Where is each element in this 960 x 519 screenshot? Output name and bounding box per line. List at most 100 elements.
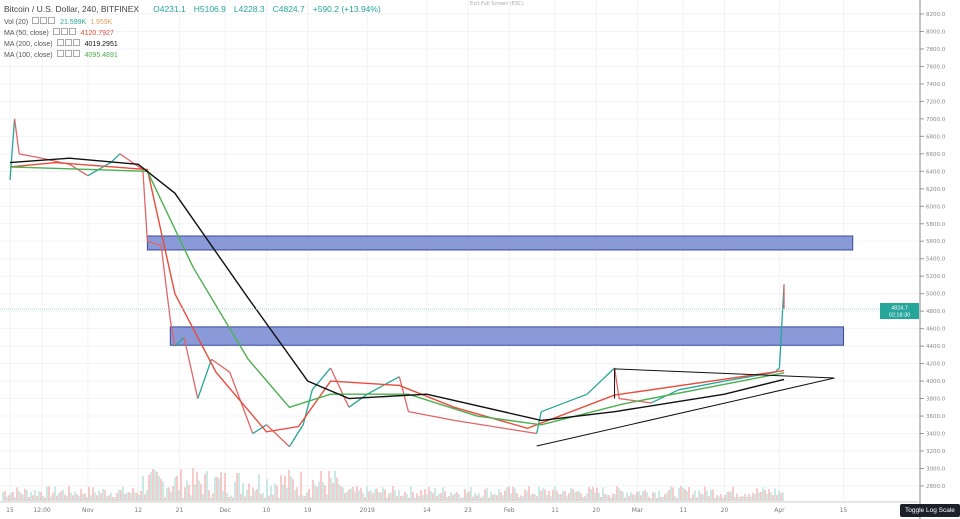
x-tick-label: 15 <box>840 507 848 514</box>
ohlc-high: H5106.9 <box>193 4 226 14</box>
triangle-drawing <box>536 368 835 447</box>
x-tick-label: Feb <box>504 507 515 514</box>
x-tick-label: 10 <box>263 507 271 514</box>
y-tick-label: 6400.0 <box>926 169 946 175</box>
ohlc-close: C4824.7 <box>272 4 305 14</box>
y-tick-label: 4200.0 <box>926 362 946 368</box>
price-candle <box>330 367 350 408</box>
x-tick-label: 19 <box>304 507 312 514</box>
indicator-label[interactable]: MA (100, close) <box>4 52 53 59</box>
indicator-toggles[interactable] <box>32 17 56 28</box>
indicator-toggles[interactable] <box>52 28 77 39</box>
ma-line <box>9 161 785 433</box>
y-tick-label: 7000.0 <box>926 117 946 123</box>
price-candle <box>19 153 43 159</box>
ma-line <box>9 157 785 422</box>
symbol-label[interactable]: Bitcoin / U.S. Dollar, 240, BITFINEX <box>4 4 140 14</box>
price-candle <box>211 358 231 373</box>
price-candle <box>183 337 199 399</box>
indicator-label[interactable]: Vol (20) <box>4 19 29 26</box>
indicator-value: 4120.7927 <box>80 30 114 37</box>
price-candle <box>266 424 290 448</box>
price-candle <box>147 240 162 247</box>
ohlc-change: +590.2 (+13.94%) <box>312 4 381 14</box>
price-candle <box>69 163 89 177</box>
y-tick-label: 5400.0 <box>926 257 946 263</box>
x-tick-label: 2019 <box>360 507 375 514</box>
y-tick-label: 5000.0 <box>926 292 946 298</box>
x-tick-label: 23 <box>464 507 472 514</box>
indicator-row: MA (200, close) 4019.2951 <box>4 39 381 50</box>
price-candle <box>586 367 616 395</box>
indicator-row: MA (50, close) 4120.7927 <box>4 28 381 39</box>
exit-fullscreen-button[interactable]: Exit Full Screen (ESC) <box>470 1 524 7</box>
y-tick-label: 4800.0 <box>926 309 946 315</box>
indicator-toggles[interactable] <box>56 50 81 61</box>
ohlc-open: O4231.1 <box>153 4 186 14</box>
zone-rectangle <box>169 326 845 346</box>
price-candle <box>13 118 20 154</box>
price-candle <box>252 424 267 435</box>
price-candle <box>9 118 16 181</box>
price-candle <box>619 397 652 404</box>
y-tick-label: 4600.0 <box>926 327 946 333</box>
x-tick-label: 12 <box>134 507 142 514</box>
x-tick-label: Mar <box>632 507 644 514</box>
indicator-label[interactable]: MA (200, close) <box>4 41 53 48</box>
x-tick-label: 15 <box>6 507 14 514</box>
x-tick-label: Apr <box>774 507 785 514</box>
price-candle <box>348 393 368 408</box>
price-candle <box>678 380 725 391</box>
x-tick-label: 11 <box>551 507 559 514</box>
y-tick-label: 6200.0 <box>926 187 946 193</box>
price-candle <box>119 153 144 171</box>
y-tick-label: 3400.0 <box>926 432 946 438</box>
indicator-value: 4019.2951 <box>84 41 118 48</box>
price-candle <box>613 367 620 399</box>
zone-rectangle <box>146 235 854 251</box>
price-candle <box>110 153 121 164</box>
y-tick-label: 3800.0 <box>926 397 946 403</box>
x-tick-label: 14 <box>423 507 431 514</box>
y-tick-label: 7600.0 <box>926 64 946 70</box>
price-candle <box>408 411 455 422</box>
indicator-row: Vol (20) 21.599K 1.959K <box>4 17 381 28</box>
indicator-list: Vol (20) 21.599K 1.959K MA (50, close) 4120.… <box>4 17 381 61</box>
y-tick-label: 5600.0 <box>926 239 946 245</box>
x-tick-label: 11 <box>679 507 687 514</box>
bar-countdown: 02:18:30 <box>889 313 910 319</box>
y-tick-label: 7400.0 <box>926 82 946 88</box>
x-tick-label: 12:00 <box>33 507 50 514</box>
x-tick-label: Nov <box>82 507 94 514</box>
y-tick-label: 7800.0 <box>926 47 946 53</box>
price-candle <box>541 393 588 413</box>
y-tick-label: 2800.0 <box>926 484 946 490</box>
price-candle <box>169 319 176 347</box>
last-price-value: 4824.7 <box>891 306 908 312</box>
y-tick-label: 5200.0 <box>926 274 946 280</box>
indicator-value: 21.599K <box>60 19 87 26</box>
symbol-row: Bitcoin / U.S. Dollar, 240, BITFINEX O42… <box>4 4 381 15</box>
toggle-log-scale-tooltip: Toggle Log Scale <box>900 504 960 517</box>
x-tick-label: Dec <box>219 507 231 514</box>
price-candle <box>311 367 332 391</box>
indicator-label[interactable]: MA (50, close) <box>4 30 49 37</box>
price-candle <box>288 424 304 447</box>
y-tick-label: 8200.0 <box>926 12 946 18</box>
y-tick-label: 4400.0 <box>926 344 946 350</box>
x-tick-label: 21 <box>176 507 184 514</box>
y-tick-label: 4000.0 <box>926 379 946 385</box>
indicator-value: 4095.4891 <box>84 52 118 59</box>
indicator-toggles[interactable] <box>56 39 81 50</box>
ma-line <box>9 166 785 426</box>
y-tick-label: 3000.0 <box>926 466 946 472</box>
ohlc-low: L4228.3 <box>233 4 265 14</box>
y-tick-label: 5800.0 <box>926 222 946 228</box>
price-candle <box>174 336 185 347</box>
last-price-tag <box>880 303 919 320</box>
x-tick-label: 20 <box>721 507 729 514</box>
x-tick-label: 20 <box>592 507 600 514</box>
price-candle <box>509 428 537 435</box>
y-tick-label: 6800.0 <box>926 134 946 140</box>
